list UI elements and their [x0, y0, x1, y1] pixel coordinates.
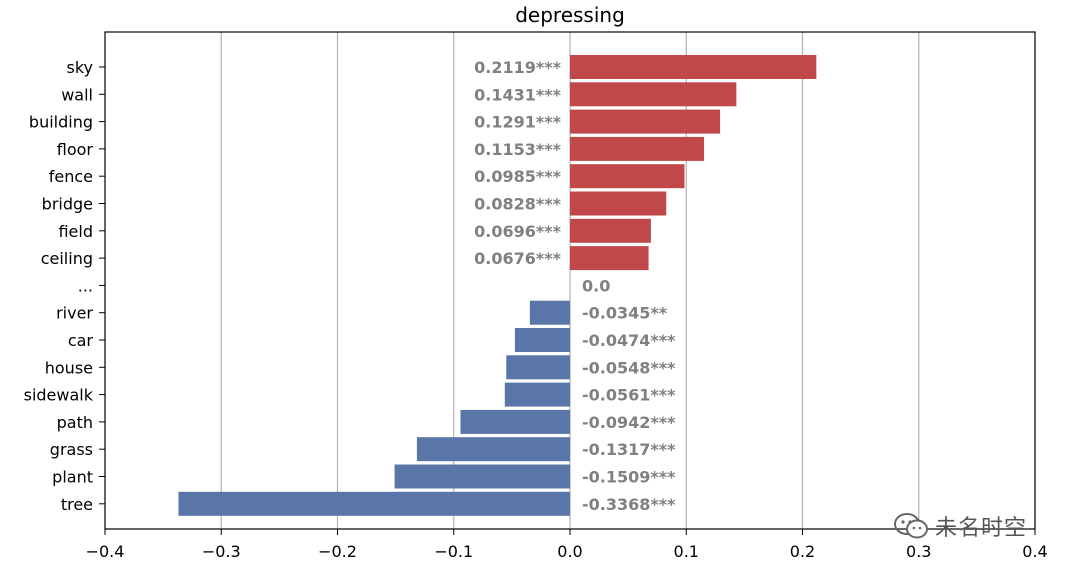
category-label: wall — [61, 85, 93, 104]
category-label: tree — [61, 495, 93, 514]
data-label: -0.0474*** — [582, 331, 676, 350]
category-label: floor — [57, 140, 94, 159]
category-labels: sky wall building floor fence bridge field ceil… — [24, 58, 105, 514]
data-label: -0.0548*** — [582, 358, 676, 377]
x-tick-label: −0.4 — [86, 542, 125, 561]
data-label: 0.1153*** — [474, 140, 561, 159]
data-labels: 0.2119*** 0.1431*** 0.1291*** 0.1153*** 0.09… — [474, 58, 676, 514]
bar — [178, 491, 570, 516]
bar — [570, 191, 667, 216]
data-label: 0.0 — [582, 276, 610, 295]
x-tick-label: 0.3 — [906, 542, 931, 561]
bar — [416, 437, 570, 462]
category-label: grass — [50, 440, 93, 459]
data-label: -0.0345** — [582, 304, 668, 323]
data-label: 0.0828*** — [474, 195, 561, 214]
bar — [514, 328, 570, 352]
bar — [570, 218, 651, 243]
data-label: -0.0561*** — [582, 386, 676, 405]
category-label: house — [45, 358, 93, 377]
data-label: 0.1431*** — [474, 85, 561, 104]
bar — [570, 136, 705, 161]
data-label: -0.3368*** — [582, 495, 676, 514]
data-label: -0.0942*** — [582, 413, 676, 432]
category-label: sky — [67, 58, 94, 77]
category-label: building — [29, 113, 93, 132]
data-label: 0.0676*** — [474, 249, 561, 268]
data-label: 0.1291*** — [474, 113, 561, 132]
bar — [570, 109, 721, 134]
data-label: -0.1317*** — [582, 440, 676, 459]
x-tick-label: 0.4 — [1022, 542, 1047, 561]
data-label: -0.1509*** — [582, 468, 676, 487]
category-label: sidewalk — [24, 386, 94, 405]
bar — [460, 409, 570, 434]
category-label: ... — [78, 276, 93, 295]
plot-frame — [104, 31, 1036, 530]
bar — [570, 164, 685, 189]
data-label: 0.2119*** — [474, 58, 561, 77]
wechat-icon — [894, 513, 928, 539]
category-label: car — [68, 331, 94, 350]
x-tick-label: 0.1 — [674, 542, 699, 561]
bar — [570, 82, 737, 107]
watermark: 未名时空 — [893, 510, 1027, 542]
bar — [506, 355, 570, 380]
category-label: path — [57, 413, 93, 432]
x-tick-label: 0.0 — [557, 542, 582, 561]
watermark-text: 未名时空 — [935, 516, 1028, 541]
x-tick-label: −0.1 — [434, 542, 473, 561]
x-tick-label: −0.2 — [318, 542, 357, 561]
bar — [529, 300, 570, 325]
bar — [394, 464, 570, 489]
x-tick-label: 0.2 — [790, 542, 815, 561]
category-label: ceiling — [41, 249, 93, 268]
category-label: field — [58, 222, 93, 241]
category-label: fence — [49, 167, 93, 186]
bars — [178, 55, 817, 516]
category-label: bridge — [42, 195, 93, 214]
category-label: river — [56, 304, 93, 323]
bar — [570, 55, 817, 79]
category-label: plant — [52, 468, 93, 487]
bar — [570, 246, 649, 271]
bar — [504, 382, 570, 407]
x-tick-label: −0.3 — [202, 542, 241, 561]
data-label: 0.0696*** — [474, 222, 561, 241]
data-label: 0.0985*** — [474, 167, 561, 186]
chart-title: depressing — [515, 3, 625, 27]
